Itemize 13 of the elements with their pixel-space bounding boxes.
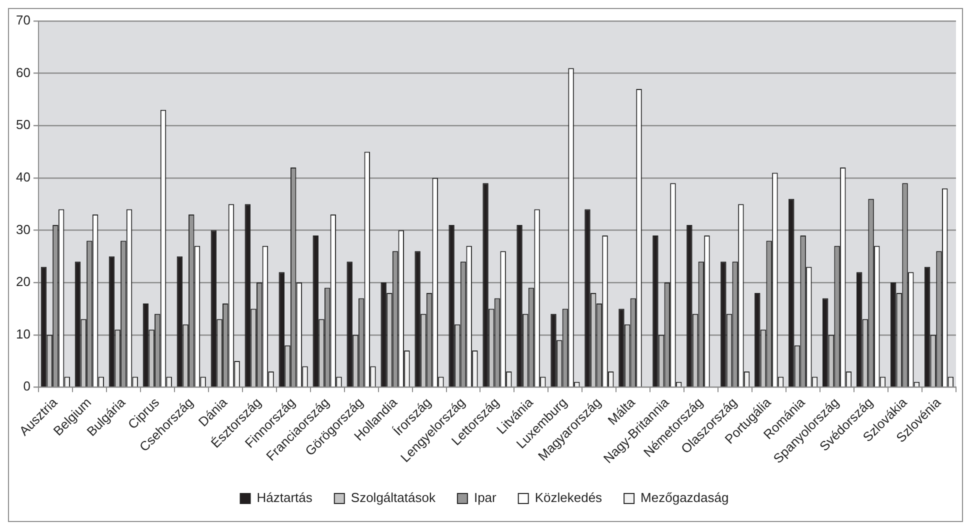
legend-label: Ipar — [474, 490, 498, 506]
legend-label: Szolgáltatások — [350, 490, 436, 506]
y-tick-label: 60 — [16, 64, 30, 80]
y-tick-label: 20 — [16, 274, 30, 290]
y-tick-label: 30 — [16, 222, 30, 237]
y-tick-label: 0 — [23, 378, 30, 394]
y-tick-label: 10 — [16, 326, 30, 342]
y-tick-label: 70 — [16, 12, 30, 28]
legend-label: Mezőgazdaság — [640, 490, 729, 506]
legend-label: Háztartás — [256, 490, 313, 506]
y-tick-label: 50 — [16, 117, 30, 132]
legend-label: Közlekedés — [534, 490, 603, 506]
y-tick-label: 40 — [16, 170, 30, 185]
